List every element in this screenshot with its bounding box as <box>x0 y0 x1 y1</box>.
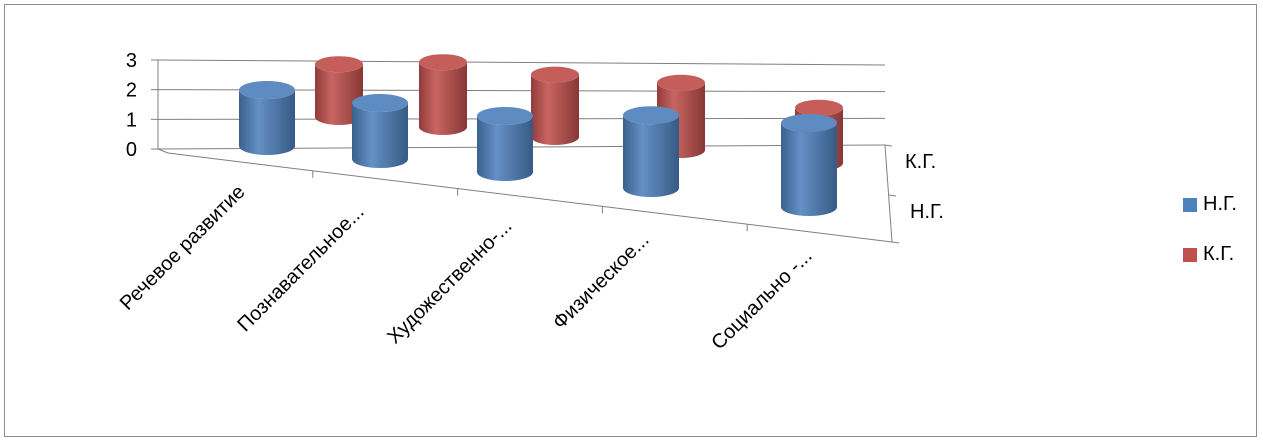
depth-tick-mark <box>888 194 897 197</box>
legend-entry-kg: К.Г. <box>1183 243 1234 266</box>
depth-label-ng: Н.Г. <box>910 201 944 223</box>
category-label: Познавательное... <box>233 201 368 336</box>
bar-kg <box>419 62 467 136</box>
chart-plot: 0 1 2 3 К.Г. Н.Г. Речевое развитиеПознавательн… <box>116 50 944 354</box>
x-axis-line <box>167 152 893 243</box>
depth-tick-mark <box>891 241 900 244</box>
bar-ng <box>477 116 533 181</box>
chart-frame: 0 1 2 3 К.Г. Н.Г. Речевое развитие Познавательн… <box>4 4 1257 437</box>
depth-axis-line <box>884 144 893 243</box>
bar-kg <box>531 74 579 145</box>
depth-label-kg: К.Г. <box>905 151 936 173</box>
floor-left-edge <box>157 148 169 154</box>
category-label: Социально -... <box>707 245 816 354</box>
depth-tick-mark <box>884 144 893 147</box>
bar-top-ng <box>239 81 295 99</box>
legend-swatch-kg <box>1183 247 1197 262</box>
category-label: Художественно-... <box>383 215 516 348</box>
category-label: Речевое развитие <box>116 181 250 315</box>
bar-ng <box>352 103 408 168</box>
bar-top-kg <box>419 54 467 71</box>
bar-top-ng <box>477 107 533 125</box>
bar-top-kg <box>795 99 843 116</box>
y-tick-label: 0 <box>126 139 137 161</box>
y-tick-label: 3 <box>126 50 137 72</box>
legend-swatch-ng <box>1183 197 1197 212</box>
bar-top-ng <box>623 106 679 125</box>
legend-entry-ng: Н.Г. <box>1183 193 1237 216</box>
bar-top-kg <box>315 56 363 73</box>
bar-kg <box>315 64 363 125</box>
bar-top-kg <box>531 66 579 83</box>
gridline <box>157 59 886 66</box>
bar-top-ng <box>352 94 408 112</box>
bar-ng <box>239 90 295 155</box>
y-tick-label: 1 <box>126 109 137 131</box>
bar-ng <box>623 115 679 197</box>
legend-label-ng: Н.Г. <box>1203 193 1237 215</box>
legend-label-kg: К.Г. <box>1203 243 1235 265</box>
bar-top-kg <box>657 74 705 91</box>
y-tick-label: 2 <box>126 80 137 102</box>
category-label: Физическое... <box>549 229 654 334</box>
bar-top-ng <box>781 114 837 132</box>
bar-ng <box>781 123 837 216</box>
